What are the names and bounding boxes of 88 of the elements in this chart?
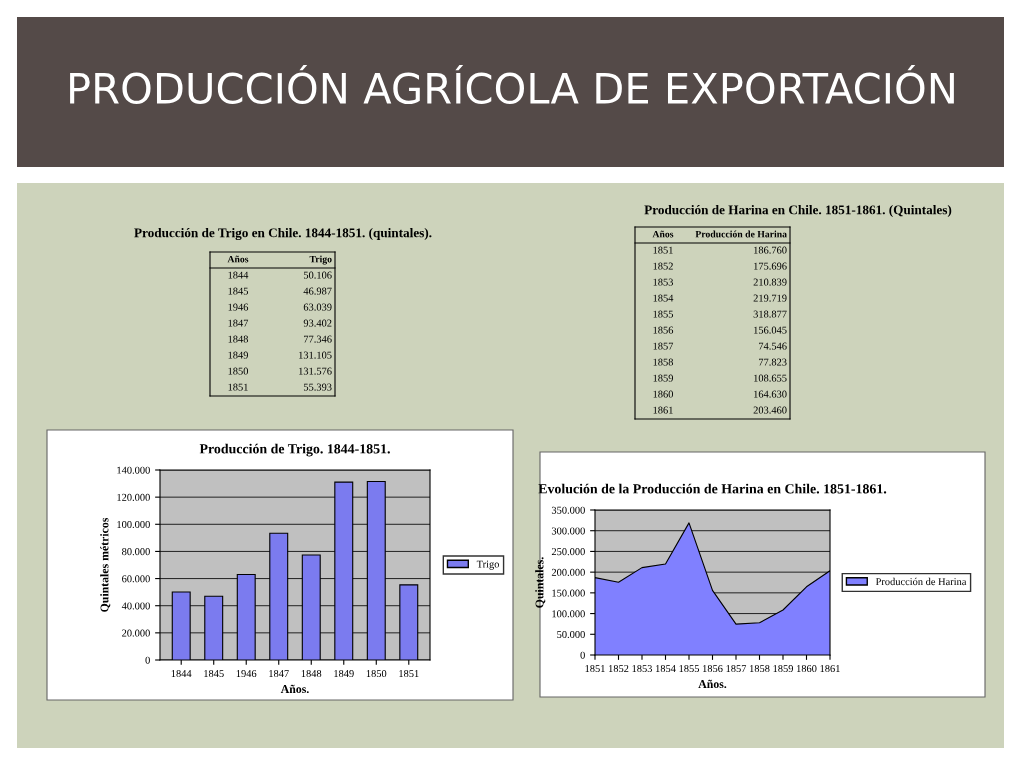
x-tick-label: 1857 bbox=[726, 665, 747, 673]
y-tick-label: 0 bbox=[580, 651, 585, 659]
x-tick-label: 1860 bbox=[797, 665, 817, 673]
x-tick-label: 1850 bbox=[366, 670, 387, 678]
text: 74.546 bbox=[759, 342, 787, 350]
text: 131.105 bbox=[299, 351, 332, 359]
category-label: 1855 bbox=[653, 310, 674, 318]
legend-label: Producción de Harina bbox=[875, 577, 967, 586]
text: Producción de Trigo en Chile. 1844-1851. (quintales). bbox=[134, 227, 432, 241]
category-label: 1856 bbox=[653, 326, 674, 334]
y-tick-label: 120.000 bbox=[117, 493, 150, 501]
x-tick-label: 1845 bbox=[204, 670, 224, 678]
category-label: 1851 bbox=[228, 383, 248, 391]
y-tick-label: 100.000 bbox=[117, 520, 150, 529]
category-label: 1848 bbox=[228, 335, 249, 343]
x-axis-title: Años. bbox=[280, 684, 309, 694]
text: 46.987 bbox=[303, 287, 332, 295]
category-label: 1844 bbox=[228, 271, 249, 279]
text: 63.039 bbox=[303, 303, 332, 311]
x-tick-label: 1851 bbox=[399, 670, 419, 678]
text: 50.106 bbox=[303, 271, 332, 279]
y-tick-label: 0 bbox=[145, 656, 150, 664]
y-tick-label: 40.000 bbox=[121, 602, 150, 610]
category-label: 1861 bbox=[653, 406, 673, 414]
y-axis-title: Quintales métricos bbox=[100, 517, 111, 612]
text: 175.696 bbox=[754, 262, 787, 270]
category-label: 1857 bbox=[653, 342, 674, 350]
text: 156.045 bbox=[754, 326, 787, 334]
chart-title: Evolución de la Producción de Harina en Chile. 1851-1861. bbox=[538, 483, 887, 494]
x-axis-title: Años. bbox=[698, 679, 727, 689]
y-tick-label: 80.000 bbox=[122, 548, 150, 556]
y-tick-label: 350.000 bbox=[551, 506, 585, 514]
y-tick-label: 60.000 bbox=[122, 575, 150, 583]
x-tick-label: 1858 bbox=[750, 665, 770, 673]
text: Años bbox=[652, 230, 674, 238]
text: 318.877 bbox=[753, 310, 787, 318]
text: Producción de Harina bbox=[695, 230, 787, 238]
x-tick-label: 1946 bbox=[236, 670, 257, 678]
text: 164.630 bbox=[754, 390, 787, 398]
x-tick-label: 1852 bbox=[609, 665, 629, 673]
x-tick-label: 1853 bbox=[632, 665, 653, 673]
y-axis-title: Quintales. bbox=[535, 557, 546, 608]
text: Producción de Harina en Chile. 1851-1861. (Quintales) bbox=[644, 205, 952, 217]
text: Años bbox=[227, 255, 249, 263]
text: 131.576 bbox=[299, 367, 332, 375]
category-label: 1859 bbox=[653, 374, 673, 382]
category-label: 1853 bbox=[653, 278, 674, 286]
text: 93.402 bbox=[303, 319, 332, 327]
y-tick-label: 150.000 bbox=[552, 589, 585, 597]
text: 77.823 bbox=[759, 358, 787, 366]
y-tick-label: 100.000 bbox=[552, 610, 585, 618]
x-tick-label: 1851 bbox=[585, 665, 605, 673]
category-label: 1849 bbox=[228, 351, 248, 359]
category-label: 1858 bbox=[653, 358, 674, 366]
y-tick-label: 140.000 bbox=[117, 466, 150, 474]
category-label: 1851 bbox=[653, 246, 673, 254]
text: 219.719 bbox=[753, 294, 787, 302]
x-tick-label: 1844 bbox=[171, 670, 192, 678]
category-label: 1854 bbox=[653, 294, 674, 302]
x-tick-label: 1848 bbox=[301, 670, 322, 678]
y-tick-label: 50.000 bbox=[557, 630, 585, 639]
category-label: 1847 bbox=[228, 319, 249, 327]
category-label: 1852 bbox=[653, 262, 673, 270]
category-label: 1850 bbox=[228, 367, 249, 375]
x-tick-label: 1849 bbox=[334, 670, 354, 678]
category-label: 1946 bbox=[228, 303, 249, 311]
chart-title: Producción de Trigo. 1844-1851. bbox=[199, 443, 390, 457]
x-tick-label: 1861 bbox=[820, 665, 840, 673]
y-tick-label: 300.000 bbox=[551, 527, 585, 535]
text: 77.346 bbox=[304, 335, 332, 343]
text: 203.460 bbox=[753, 406, 787, 414]
text: 55.393 bbox=[303, 383, 332, 391]
category-label: 1860 bbox=[653, 390, 674, 398]
y-tick-label: 20.000 bbox=[122, 629, 150, 637]
text: 186.760 bbox=[754, 246, 787, 254]
x-tick-label: 1859 bbox=[773, 665, 793, 673]
text: 108.655 bbox=[754, 374, 787, 382]
x-tick-label: 1854 bbox=[656, 665, 676, 673]
x-tick-label: 1855 bbox=[679, 665, 700, 673]
x-tick-label: 1856 bbox=[703, 665, 723, 673]
legend-label: Trigo bbox=[476, 560, 500, 570]
text: PRODUCCIÓN AGRÍCOLA DE EXPORTACIÓN bbox=[70, 64, 954, 105]
y-tick-label: 250.000 bbox=[551, 548, 585, 556]
text: Trigo bbox=[309, 255, 332, 265]
text: 210.839 bbox=[753, 278, 787, 286]
y-tick-label: 200.000 bbox=[551, 568, 585, 576]
category-label: 1845 bbox=[228, 287, 249, 295]
x-tick-label: 1847 bbox=[269, 670, 289, 678]
